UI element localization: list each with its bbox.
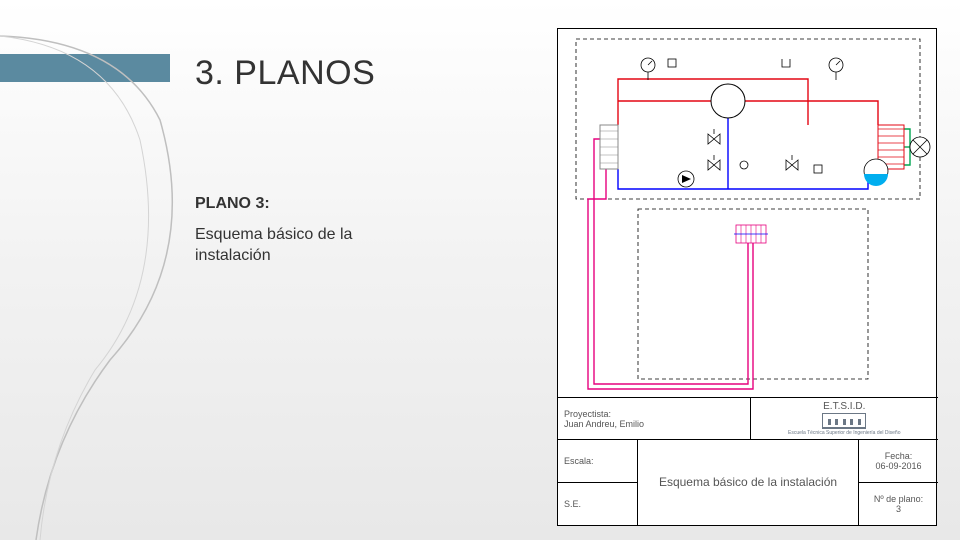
page-title: 3. PLANOS <box>195 54 375 93</box>
date-value: 06-09-2016 <box>865 461 932 471</box>
school-full: Escuela Técnica Superior de Ingeniería d… <box>788 430 900 436</box>
description: Esquema básico de la instalación <box>195 225 395 267</box>
school-abbr: E.T.S.I.D. <box>823 401 865 412</box>
plan-num-value: 3 <box>865 504 932 514</box>
date-cell: Fecha: 06-09-2016 <box>859 440 938 483</box>
drawing-title: Esquema básico de la instalación <box>659 475 837 491</box>
slide: 3. PLANOS PLANO 3: Esquema básico de la … <box>0 0 960 540</box>
se-label: S.E. <box>564 499 631 509</box>
projectist-name: Juan Andreu, Emilio <box>564 419 744 429</box>
projectist-label: Proyectista: <box>564 409 744 419</box>
projectist-cell: Proyectista: Juan Andreu, Emilio <box>558 398 751 439</box>
title-block: Proyectista: Juan Andreu, Emilio E.T.S.I… <box>558 397 938 525</box>
school-logo-icon <box>822 413 866 429</box>
drawing-title-cell: Esquema básico de la instalación <box>638 440 858 525</box>
schematic-drawing <box>558 29 938 399</box>
scale-cell: Escala: <box>558 440 637 483</box>
se-cell: S.E. <box>558 483 637 525</box>
subtitle: PLANO 3: <box>195 195 270 213</box>
date-label: Fecha: <box>865 451 932 461</box>
scale-label: Escala: <box>564 456 631 466</box>
technical-plan: Proyectista: Juan Andreu, Emilio E.T.S.I… <box>557 28 937 526</box>
plan-num-label: Nº de plano: <box>865 494 932 504</box>
school-cell: E.T.S.I.D. Escuela Técnica Superior de I… <box>751 398 939 439</box>
plan-number-cell: Nº de plano: 3 <box>859 483 938 525</box>
accent-bar <box>0 54 170 82</box>
